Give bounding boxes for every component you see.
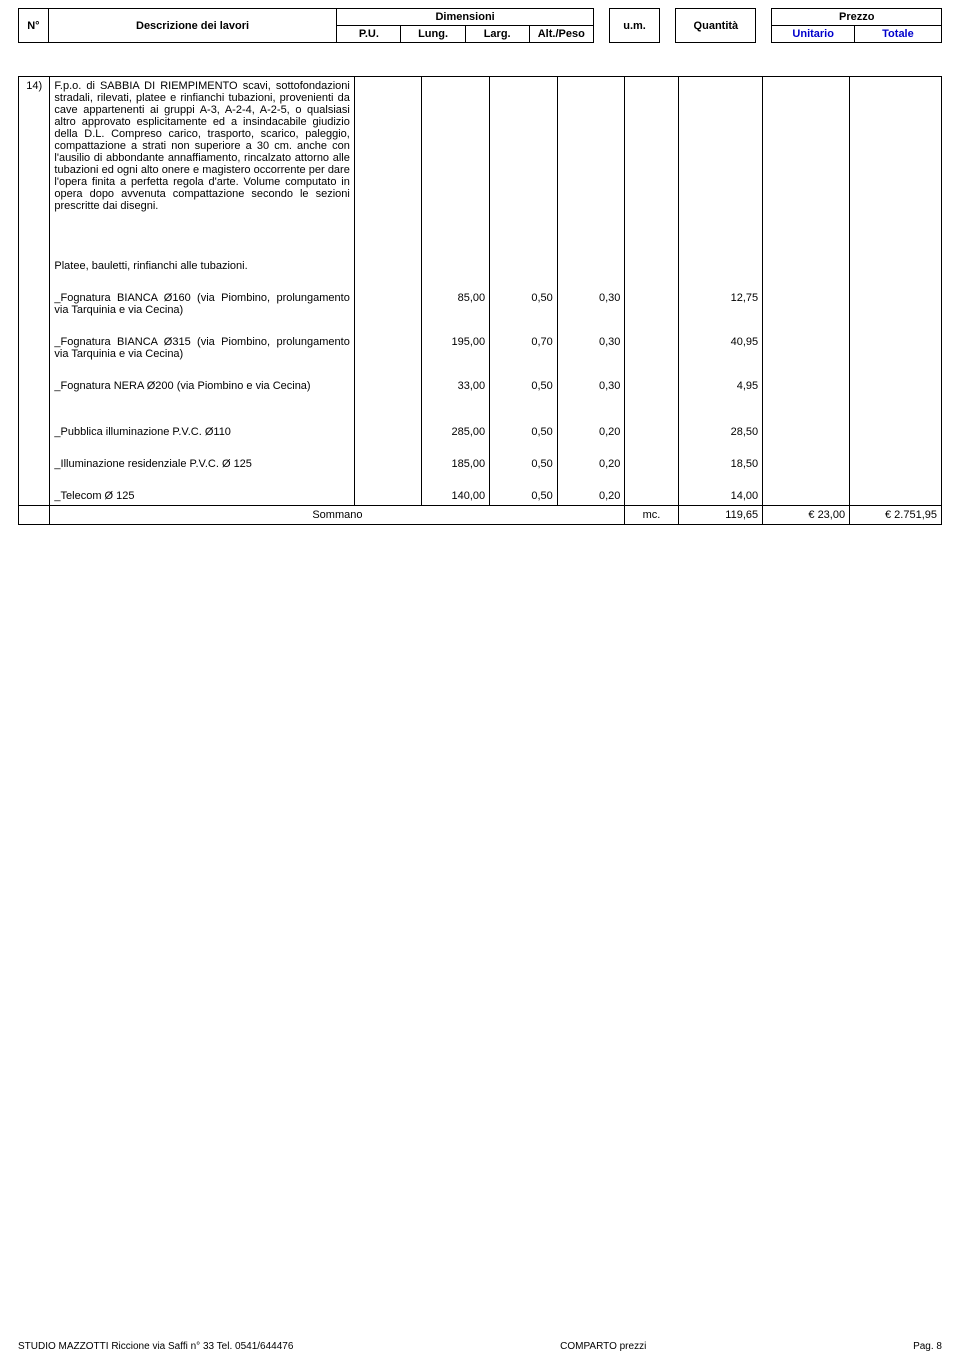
row-label: _Telecom Ø 125 bbox=[50, 487, 354, 506]
header-desc: Descrizione dei lavori bbox=[48, 9, 337, 43]
summary-qty: 119,65 bbox=[678, 506, 763, 525]
main-table: 14) F.p.o. di SABBIA DI RIEMPIMENTO scav… bbox=[18, 76, 942, 525]
row-lung: 85,00 bbox=[422, 289, 490, 319]
row-qty: 4,95 bbox=[678, 377, 763, 395]
row-lung: 185,00 bbox=[422, 455, 490, 473]
row-label: _Fognatura BIANCA Ø315 (via Piombino, pr… bbox=[50, 333, 354, 363]
item-description: F.p.o. di SABBIA DI RIEMPIMENTO scavi, s… bbox=[50, 77, 354, 216]
row-alt: 0,20 bbox=[557, 423, 625, 441]
header-unit: Unitario bbox=[772, 26, 854, 43]
row-larg: 0,50 bbox=[490, 487, 558, 506]
row-lung: 140,00 bbox=[422, 487, 490, 506]
item-number: 14) bbox=[19, 77, 50, 216]
row-qty: 28,50 bbox=[678, 423, 763, 441]
row-label: _Pubblica illuminazione P.V.C. Ø110 bbox=[50, 423, 354, 441]
table-row: _Telecom Ø 125 140,00 0,50 0,20 14,00 bbox=[19, 487, 942, 506]
row-alt: 0,30 bbox=[557, 289, 625, 319]
header-pu: P.U. bbox=[337, 26, 401, 43]
header-lung: Lung. bbox=[401, 26, 465, 43]
row-lung: 285,00 bbox=[422, 423, 490, 441]
row-alt: 0,20 bbox=[557, 487, 625, 506]
item-desc-text: scavi, sottofondazioni stradali, rilevat… bbox=[54, 80, 349, 212]
section-label: Platee, bauletti, rinfianchi alle tubazi… bbox=[50, 257, 354, 275]
item-code: F.p.o. di SABBIA DI RIEMPIMENTO bbox=[54, 80, 237, 92]
table-row: _Pubblica illuminazione P.V.C. Ø110 285,… bbox=[19, 423, 942, 441]
table-row: _Illuminazione residenziale P.V.C. Ø 125… bbox=[19, 455, 942, 473]
header-n: N° bbox=[19, 9, 49, 43]
row-qty: 18,50 bbox=[678, 455, 763, 473]
header-larg: Larg. bbox=[465, 26, 529, 43]
header-um: u.m. bbox=[609, 9, 659, 43]
footer-right: Pag. 8 bbox=[913, 1341, 942, 1352]
header-alt: Alt./Peso bbox=[529, 26, 593, 43]
row-larg: 0,50 bbox=[490, 289, 558, 319]
page-footer: STUDIO MAZZOTTI Riccione via Saffi n° 33… bbox=[18, 1341, 942, 1352]
row-alt: 0,30 bbox=[557, 333, 625, 363]
row-alt: 0,20 bbox=[557, 455, 625, 473]
footer-left: STUDIO MAZZOTTI Riccione via Saffi n° 33… bbox=[18, 1341, 293, 1352]
row-qty: 40,95 bbox=[678, 333, 763, 363]
header-dim: Dimensioni bbox=[337, 9, 594, 26]
row-lung: 33,00 bbox=[422, 377, 490, 395]
row-larg: 0,50 bbox=[490, 455, 558, 473]
summary-row: Sommano mc. 119,65 € 23,00 € 2.751,95 bbox=[19, 506, 942, 525]
row-label: _Illuminazione residenziale P.V.C. Ø 125 bbox=[50, 455, 354, 473]
row-qty: 12,75 bbox=[678, 289, 763, 319]
footer-center: COMPARTO prezzi bbox=[560, 1341, 646, 1352]
row-larg: 0,50 bbox=[490, 423, 558, 441]
summary-label: Sommano bbox=[50, 506, 625, 525]
row-larg: 0,70 bbox=[490, 333, 558, 363]
row-qty: 14,00 bbox=[678, 487, 763, 506]
summary-unit-price: € 23,00 bbox=[763, 506, 850, 525]
summary-um: mc. bbox=[625, 506, 678, 525]
table-row: _Fognatura NERA Ø200 (via Piombino e via… bbox=[19, 377, 942, 395]
row-label: _Fognatura BIANCA Ø160 (via Piombino, pr… bbox=[50, 289, 354, 319]
header-price: Prezzo bbox=[772, 9, 942, 26]
row-alt: 0,30 bbox=[557, 377, 625, 395]
row-lung: 195,00 bbox=[422, 333, 490, 363]
row-label: _Fognatura NERA Ø200 (via Piombino e via… bbox=[50, 377, 354, 395]
row-larg: 0,50 bbox=[490, 377, 558, 395]
table-row: _Fognatura BIANCA Ø315 (via Piombino, pr… bbox=[19, 333, 942, 363]
header-qty: Quantità bbox=[676, 9, 756, 43]
header-tot: Totale bbox=[854, 26, 941, 43]
table-row: _Fognatura BIANCA Ø160 (via Piombino, pr… bbox=[19, 289, 942, 319]
header-table: N° Descrizione dei lavori Dimensioni u.m… bbox=[18, 8, 942, 43]
summary-total: € 2.751,95 bbox=[850, 506, 942, 525]
